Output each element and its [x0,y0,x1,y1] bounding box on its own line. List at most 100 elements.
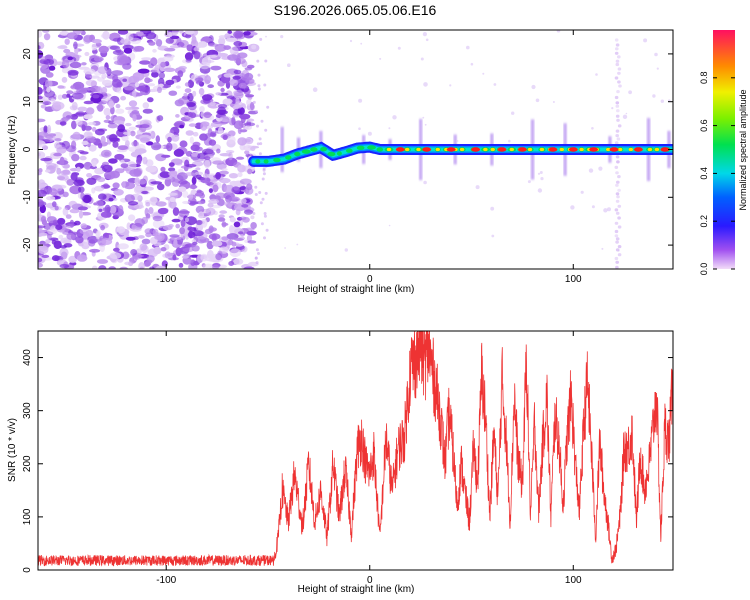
noise-blob [168,170,178,177]
faint-dot [656,67,659,70]
noise-blob [141,190,149,195]
noise-blob [211,240,223,247]
noise-blob [80,223,88,229]
faint-dot [598,166,603,171]
noise-blob [229,78,239,87]
noise-blob [175,223,180,229]
noise-blob [155,39,163,47]
noise-blob [42,30,50,33]
noise-blob [145,259,153,264]
noise-blob [38,245,49,254]
noise-blob [94,128,105,136]
ridge-blob-high [483,147,488,152]
noise-blob [152,215,163,222]
noise-blob [250,146,256,152]
noise-blob [195,205,205,214]
noise-blob [163,67,176,73]
noise-blob [53,132,63,140]
faint-dot [422,31,427,37]
artifact-dot [616,118,620,122]
noise-blob [171,218,181,223]
ridge-peak [609,147,619,152]
noise-blob [121,135,129,142]
noise-blob [185,217,189,223]
noise-blob [187,92,194,102]
noise-blob [132,90,137,97]
noise-blob [218,35,227,39]
noise-blob [157,86,162,94]
ridge-blob-high [509,147,514,152]
ridge-blob-high [606,147,611,152]
noise-blob [101,79,113,86]
noise-blob [194,192,203,197]
noise-blob [71,120,77,130]
noise-blob [95,42,102,47]
noise-blob [53,240,62,249]
noise-blob [157,207,169,215]
noise-blob [217,217,226,222]
noise-blob [231,241,237,247]
ridge-blob-high [405,147,410,152]
artifact-dot [616,160,620,164]
noise-blob [246,234,253,242]
noise-blob [54,142,60,149]
noise-blob [82,194,92,204]
noise-blob [123,47,133,54]
noise-blob [133,204,145,209]
noise-blob [177,97,189,105]
colorbar-tick-label: 0.6 [699,119,709,132]
noise-blob [93,202,98,206]
ridge-blob-high [579,147,584,152]
noise-blob [194,46,200,52]
faint-dot [422,116,425,119]
snr-panel: -100 0 100 0 100 200 300 400 Height of straight… [7,330,674,595]
noise-blob [84,125,92,131]
noise-blob [50,98,56,103]
noise-blob [144,228,153,235]
noise-blob [113,189,124,196]
noise-blob [123,181,136,190]
noise-blob [206,54,218,58]
noise-blob [234,238,244,241]
noise-blob [56,167,62,175]
faint-dot [511,111,515,115]
noise-blob [198,211,205,219]
noise-blob [129,37,142,45]
noise-blob [145,201,151,207]
snr-x-tick-label: 0 [367,575,373,586]
noise-blob [139,60,151,65]
noise-blob [127,201,139,206]
ridge-blob [294,151,301,157]
noise-blob [179,40,189,48]
noise-blob [189,184,198,189]
noise-blob [104,151,110,157]
noise-blob [142,108,153,114]
noise-blob [98,208,103,212]
noise-blob [201,148,214,155]
noise-blob [184,88,192,93]
colorbar-gradient [713,30,735,269]
noise-blob [254,185,258,189]
noise-blob [160,61,167,68]
artifact-dot [615,114,620,118]
noise-blob [252,100,256,104]
noise-blob [187,111,193,118]
noise-blob [244,125,252,130]
noise-blob [191,35,197,44]
ridge-blob [263,159,269,164]
noise-blob [243,209,254,215]
noise-blob [265,228,269,232]
noise-blob [91,126,97,132]
noise-blob [233,89,244,96]
artifact-dot [615,265,619,269]
noise-blob [40,104,47,109]
faint-dot [490,206,495,211]
noise-blob [179,140,188,148]
spectrogram-y-label: Frequency (Hz) [7,116,18,185]
noise-blob [202,173,209,179]
noise-blob [221,221,227,228]
noise-blob [134,145,141,150]
noise-blob [99,243,105,253]
noise-blob [89,248,101,253]
